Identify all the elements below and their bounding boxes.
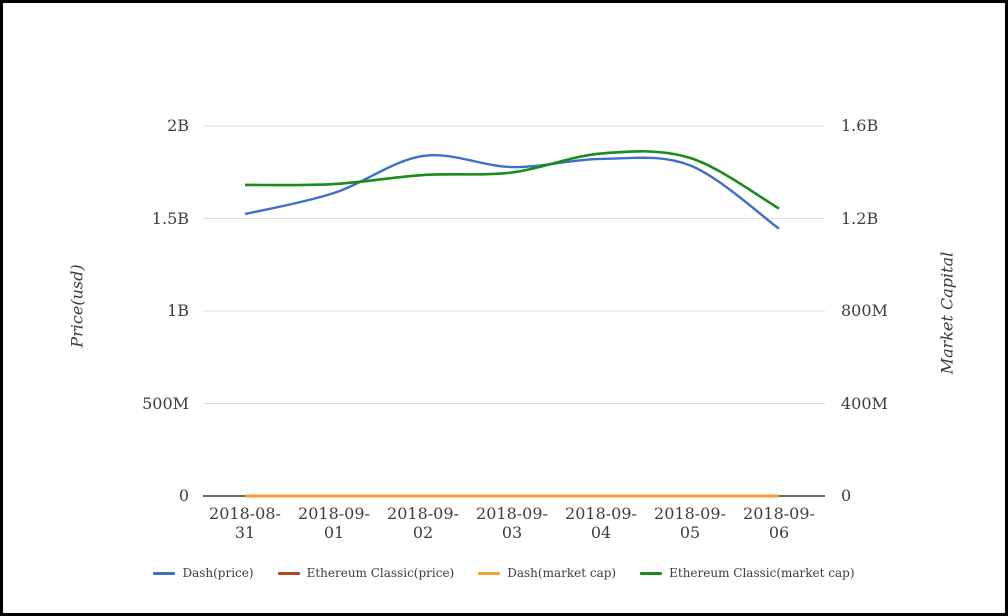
legend-swatch-icon	[277, 571, 300, 575]
legend-item-ethereum-classic-price[interactable]: Ethereum Classic(price)	[277, 566, 455, 580]
x-axis-label: 2018-09- 03	[476, 504, 548, 542]
legend-swatch-icon	[640, 571, 663, 575]
left-tick-label: 0	[178, 486, 189, 505]
legend-label: Ethereum Classic(price)	[306, 566, 455, 580]
legend-item-dash-market-cap[interactable]: Dash(market cap)	[478, 566, 616, 580]
series-line-ethereum-classic-market-cap	[244, 150, 780, 210]
x-axis-label: 2018-09- 02	[387, 504, 459, 542]
left-tick-label: 2B	[167, 116, 189, 135]
legend-label: Ethereum Classic(market cap)	[669, 566, 855, 580]
series-line-dash-price	[244, 154, 780, 230]
legend-label: Dash(market cap)	[507, 566, 617, 580]
x-axis-label: 2018-08- 31	[209, 504, 281, 542]
x-axis-label: 2018-09- 04	[565, 504, 637, 542]
plot-area	[203, 125, 825, 498]
left-tick-label: 1B	[167, 301, 189, 320]
right-tick-label: 0	[841, 486, 852, 505]
x-axis-label: 2018-09- 01	[298, 504, 370, 542]
left-tick-label: 1.5B	[151, 208, 189, 228]
legend: Dash(price) Ethereum Classic(price) Dash(m…	[3, 566, 1005, 580]
x-axis-label: 2018-09- 05	[654, 504, 726, 542]
right-tick-label: 800M	[841, 301, 888, 320]
left-tick-label: 500M	[142, 393, 189, 413]
chart-page: Price(usd) Market Capital 0 500M 1B 1.5B 2B …	[3, 3, 1005, 613]
right-tick-label: 1.6B	[841, 116, 879, 135]
x-axis-label: 2018-09- 06	[743, 504, 815, 542]
legend-swatch-icon	[153, 571, 176, 575]
right-tick-label: 1.2B	[841, 208, 879, 228]
right-tick-label: 400M	[841, 393, 888, 413]
legend-item-dash-price[interactable]: Dash(price)	[153, 566, 254, 580]
legend-item-ethereum-classic-market-cap[interactable]: Ethereum Classic(market cap)	[640, 566, 855, 580]
legend-label: Dash(price)	[182, 566, 254, 580]
legend-swatch-icon	[478, 571, 501, 575]
